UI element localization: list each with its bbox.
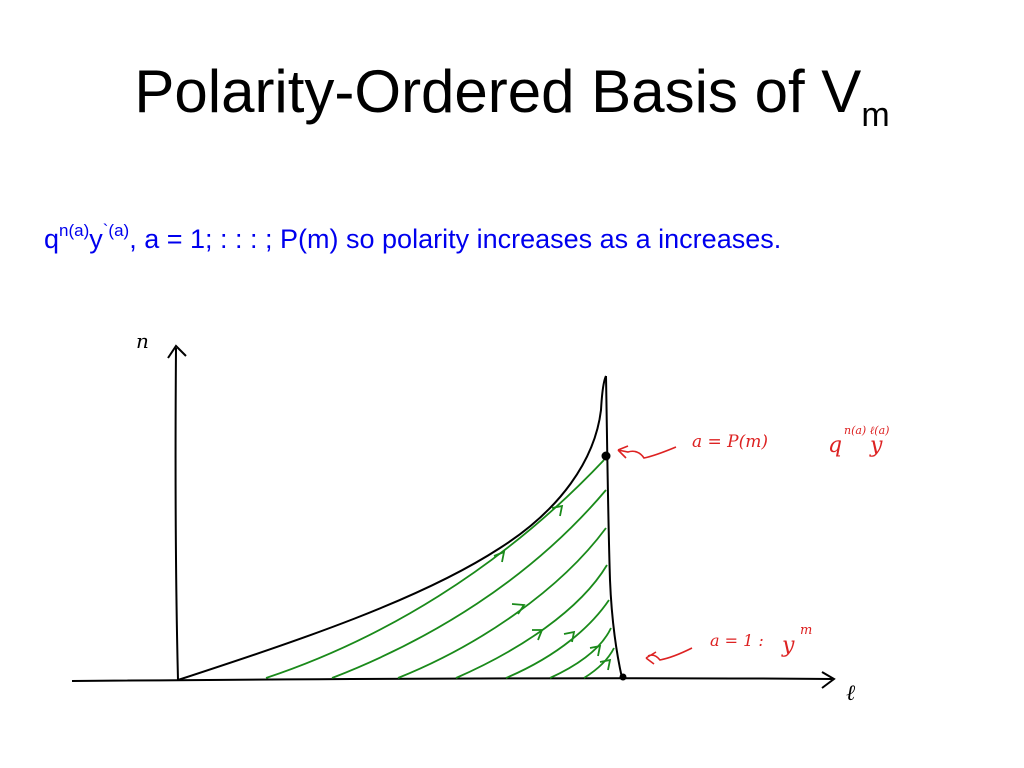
flow-curve — [397, 527, 607, 679]
upper-boundary-curve — [177, 375, 607, 681]
n-axis-arrowhead — [167, 344, 187, 359]
subtitle-q: q — [44, 224, 60, 254]
bottom-annotation-exponent: m — [800, 623, 812, 638]
flow-curve — [583, 647, 615, 679]
flow-arrowhead — [511, 603, 526, 615]
flow-curve — [265, 459, 605, 679]
flow-arrowhead — [532, 629, 544, 641]
flow-arrowhead — [563, 630, 576, 643]
bottom-annotation-arrow — [645, 647, 693, 665]
top-annotation-exponent: n(a) ℓ(a) — [844, 424, 889, 437]
point-a-equals-P-m — [601, 451, 611, 461]
l-axis-arrowhead — [821, 671, 836, 689]
flow-arrowhead — [493, 550, 506, 563]
subtitle-y-exponent: `(a) — [102, 221, 130, 240]
flow-arrowhead — [599, 658, 612, 671]
top-annotation-arrow — [617, 445, 677, 459]
n-axis-label: n — [136, 329, 149, 353]
flow-curve — [549, 627, 612, 679]
right-boundary-curve — [605, 375, 623, 679]
top-annotation-label: a = P(m) — [692, 432, 768, 452]
subtitle: qn(a)y`(a), a = 1; : : : ; P(m) so polar… — [44, 222, 781, 253]
bottom-annotation-y: y — [781, 633, 795, 658]
top-annotation-q: q — [828, 433, 842, 458]
subtitle-rest: , a = 1; : : : ; P(m) so polarity increa… — [129, 224, 782, 254]
flow-curve — [455, 564, 608, 679]
flow-curve — [331, 489, 607, 679]
flow-arrowhead — [551, 504, 564, 517]
slide-title: Polarity-Ordered Basis of Vm — [0, 62, 1024, 134]
slide-title-text: Polarity-Ordered Basis of V — [134, 58, 862, 125]
flow-arrowhead — [589, 644, 602, 657]
point-a-equals-1 — [619, 673, 627, 681]
l-axis-label: ℓ — [846, 681, 856, 706]
subtitle-y: y — [89, 224, 103, 254]
subtitle-q-exponent: n(a) — [59, 221, 90, 240]
top-annotation-y: y — [869, 433, 883, 458]
l-axis — [71, 677, 833, 682]
flow-curve — [505, 599, 610, 679]
n-axis — [174, 347, 179, 681]
slide-title-subscript: m — [861, 96, 890, 134]
bottom-annotation-label: a = 1 : — [710, 631, 764, 650]
